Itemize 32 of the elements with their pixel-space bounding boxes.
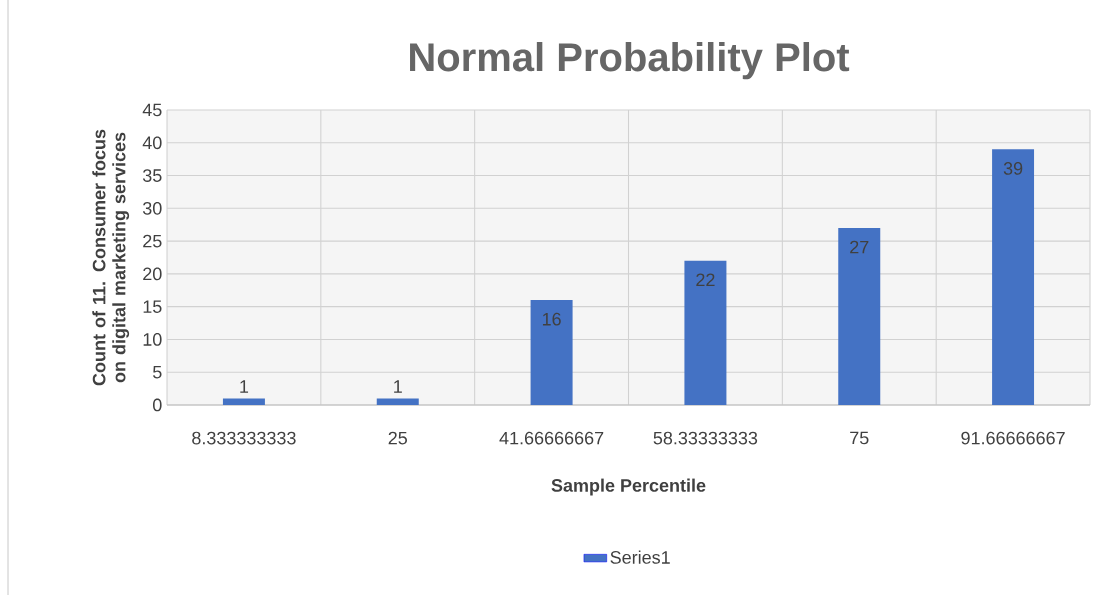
y-axis-title: Count of 11. Consumer focus on digital marketing services [92,129,130,386]
y-tick-label: 40 [142,136,162,150]
bar [222,398,265,405]
bar [838,227,881,405]
y-tick-label: 35 [142,169,162,182]
x-tick-label: 41.66666667 [499,431,604,445]
x-axis-title: Sample Percentile [551,478,706,496]
bar [376,398,419,405]
chart-title: Normal Probability Plot [410,42,850,80]
y-tick-label: 5 [153,365,162,379]
data-label: 1 [394,380,402,393]
x-tick-label: 75 [850,431,869,445]
y-tick-label: 15 [143,300,162,313]
x-tick-label: 58.33333333 [653,431,758,445]
x-tick-label: 8.333333333 [192,431,296,445]
data-label: 39 [1003,162,1023,175]
data-label: 27 [850,240,869,254]
legend-label: Series1 [610,550,670,564]
data-label: 16 [542,312,561,326]
y-tick-label: 10 [143,333,162,346]
bar [992,149,1035,405]
data-label: 1 [240,380,249,393]
y-tick-label: 25 [143,234,162,248]
x-tick-label: 91.66666667 [961,431,1065,445]
y-tick-label: 30 [142,201,162,215]
y-tick-label: 45 [142,103,162,117]
x-tick-label: 25 [388,431,408,445]
bar [530,300,573,405]
bar [684,260,727,405]
y-tick-label: 20 [143,267,162,281]
data-label: 22 [696,273,715,287]
y-tick-label: 0 [153,398,162,412]
